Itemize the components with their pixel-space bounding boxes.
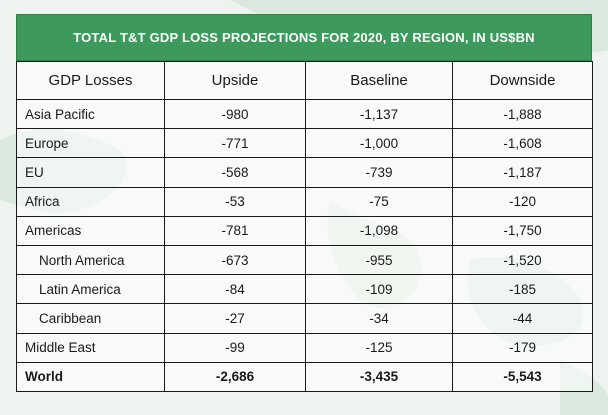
downside-value: -1,187 [452, 157, 593, 188]
baseline-value: -739 [305, 157, 453, 188]
region-label: Latin America [16, 274, 165, 305]
baseline-value: -3,435 [305, 361, 453, 392]
baseline-value: -1,137 [305, 98, 453, 130]
upside-value: -781 [164, 215, 306, 246]
downside-value: -5,543 [452, 361, 593, 392]
column-header-downside: Downside [452, 61, 593, 100]
table-row: Americas -781 -1,098 -1,750 [16, 215, 593, 246]
table-row: Asia Pacific -980 -1,137 -1,888 [16, 98, 593, 130]
upside-value: -980 [164, 98, 306, 130]
region-label: Asia Pacific [16, 98, 165, 130]
gdp-loss-table-panel: TOTAL T&T GDP LOSS PROJECTIONS FOR 2020,… [16, 14, 593, 392]
header-row: GDP Losses Upside Baseline Downside [16, 61, 593, 100]
downside-value: -179 [452, 332, 593, 363]
upside-value: -673 [164, 244, 306, 276]
region-label: Caribbean [16, 303, 165, 334]
upside-value: -53 [164, 186, 306, 217]
region-label: Middle East [16, 332, 165, 363]
upside-value: -99 [164, 332, 306, 363]
upside-value: -2,686 [164, 361, 306, 392]
downside-value: -1,608 [452, 128, 593, 159]
baseline-value: -125 [305, 332, 453, 363]
column-header-baseline: Baseline [305, 61, 453, 100]
gdp-loss-table: GDP Losses Upside Baseline Downside Asia… [16, 61, 593, 392]
table-row: Latin America -84 -109 -185 [16, 274, 593, 305]
baseline-value: -34 [305, 303, 453, 334]
upside-value: -568 [164, 157, 306, 188]
table-row: Middle East -99 -125 -179 [16, 332, 593, 363]
region-label: World [16, 361, 165, 392]
upside-value: -84 [164, 274, 306, 305]
column-header-gdp-losses: GDP Losses [16, 61, 165, 100]
baseline-value: -109 [305, 274, 453, 305]
downside-value: -1,888 [452, 98, 593, 130]
downside-value: -120 [452, 186, 593, 217]
baseline-value: -955 [305, 244, 453, 276]
table-row: Europe -771 -1,000 -1,608 [16, 128, 593, 159]
region-label: EU [16, 157, 165, 188]
column-header-upside: Upside [164, 61, 306, 100]
region-label: Americas [16, 215, 165, 246]
table-row: Africa -53 -75 -120 [16, 186, 593, 217]
baseline-value: -1,098 [305, 215, 453, 246]
region-label: North America [16, 244, 165, 276]
table-row: North America -673 -955 -1,520 [16, 244, 593, 276]
baseline-value: -1,000 [305, 128, 453, 159]
upside-value: -27 [164, 303, 306, 334]
table-title: TOTAL T&T GDP LOSS PROJECTIONS FOR 2020,… [16, 14, 592, 61]
upside-value: -771 [164, 128, 306, 159]
table-row: EU -568 -739 -1,187 [16, 157, 593, 188]
table-row: Caribbean -27 -34 -44 [16, 303, 593, 334]
downside-value: -44 [452, 303, 593, 334]
table-row-total: World -2,686 -3,435 -5,543 [16, 361, 593, 392]
region-label: Africa [16, 186, 165, 217]
downside-value: -185 [452, 274, 593, 305]
downside-value: -1,520 [452, 244, 593, 276]
baseline-value: -75 [305, 186, 453, 217]
region-label: Europe [16, 128, 165, 159]
downside-value: -1,750 [452, 215, 593, 246]
